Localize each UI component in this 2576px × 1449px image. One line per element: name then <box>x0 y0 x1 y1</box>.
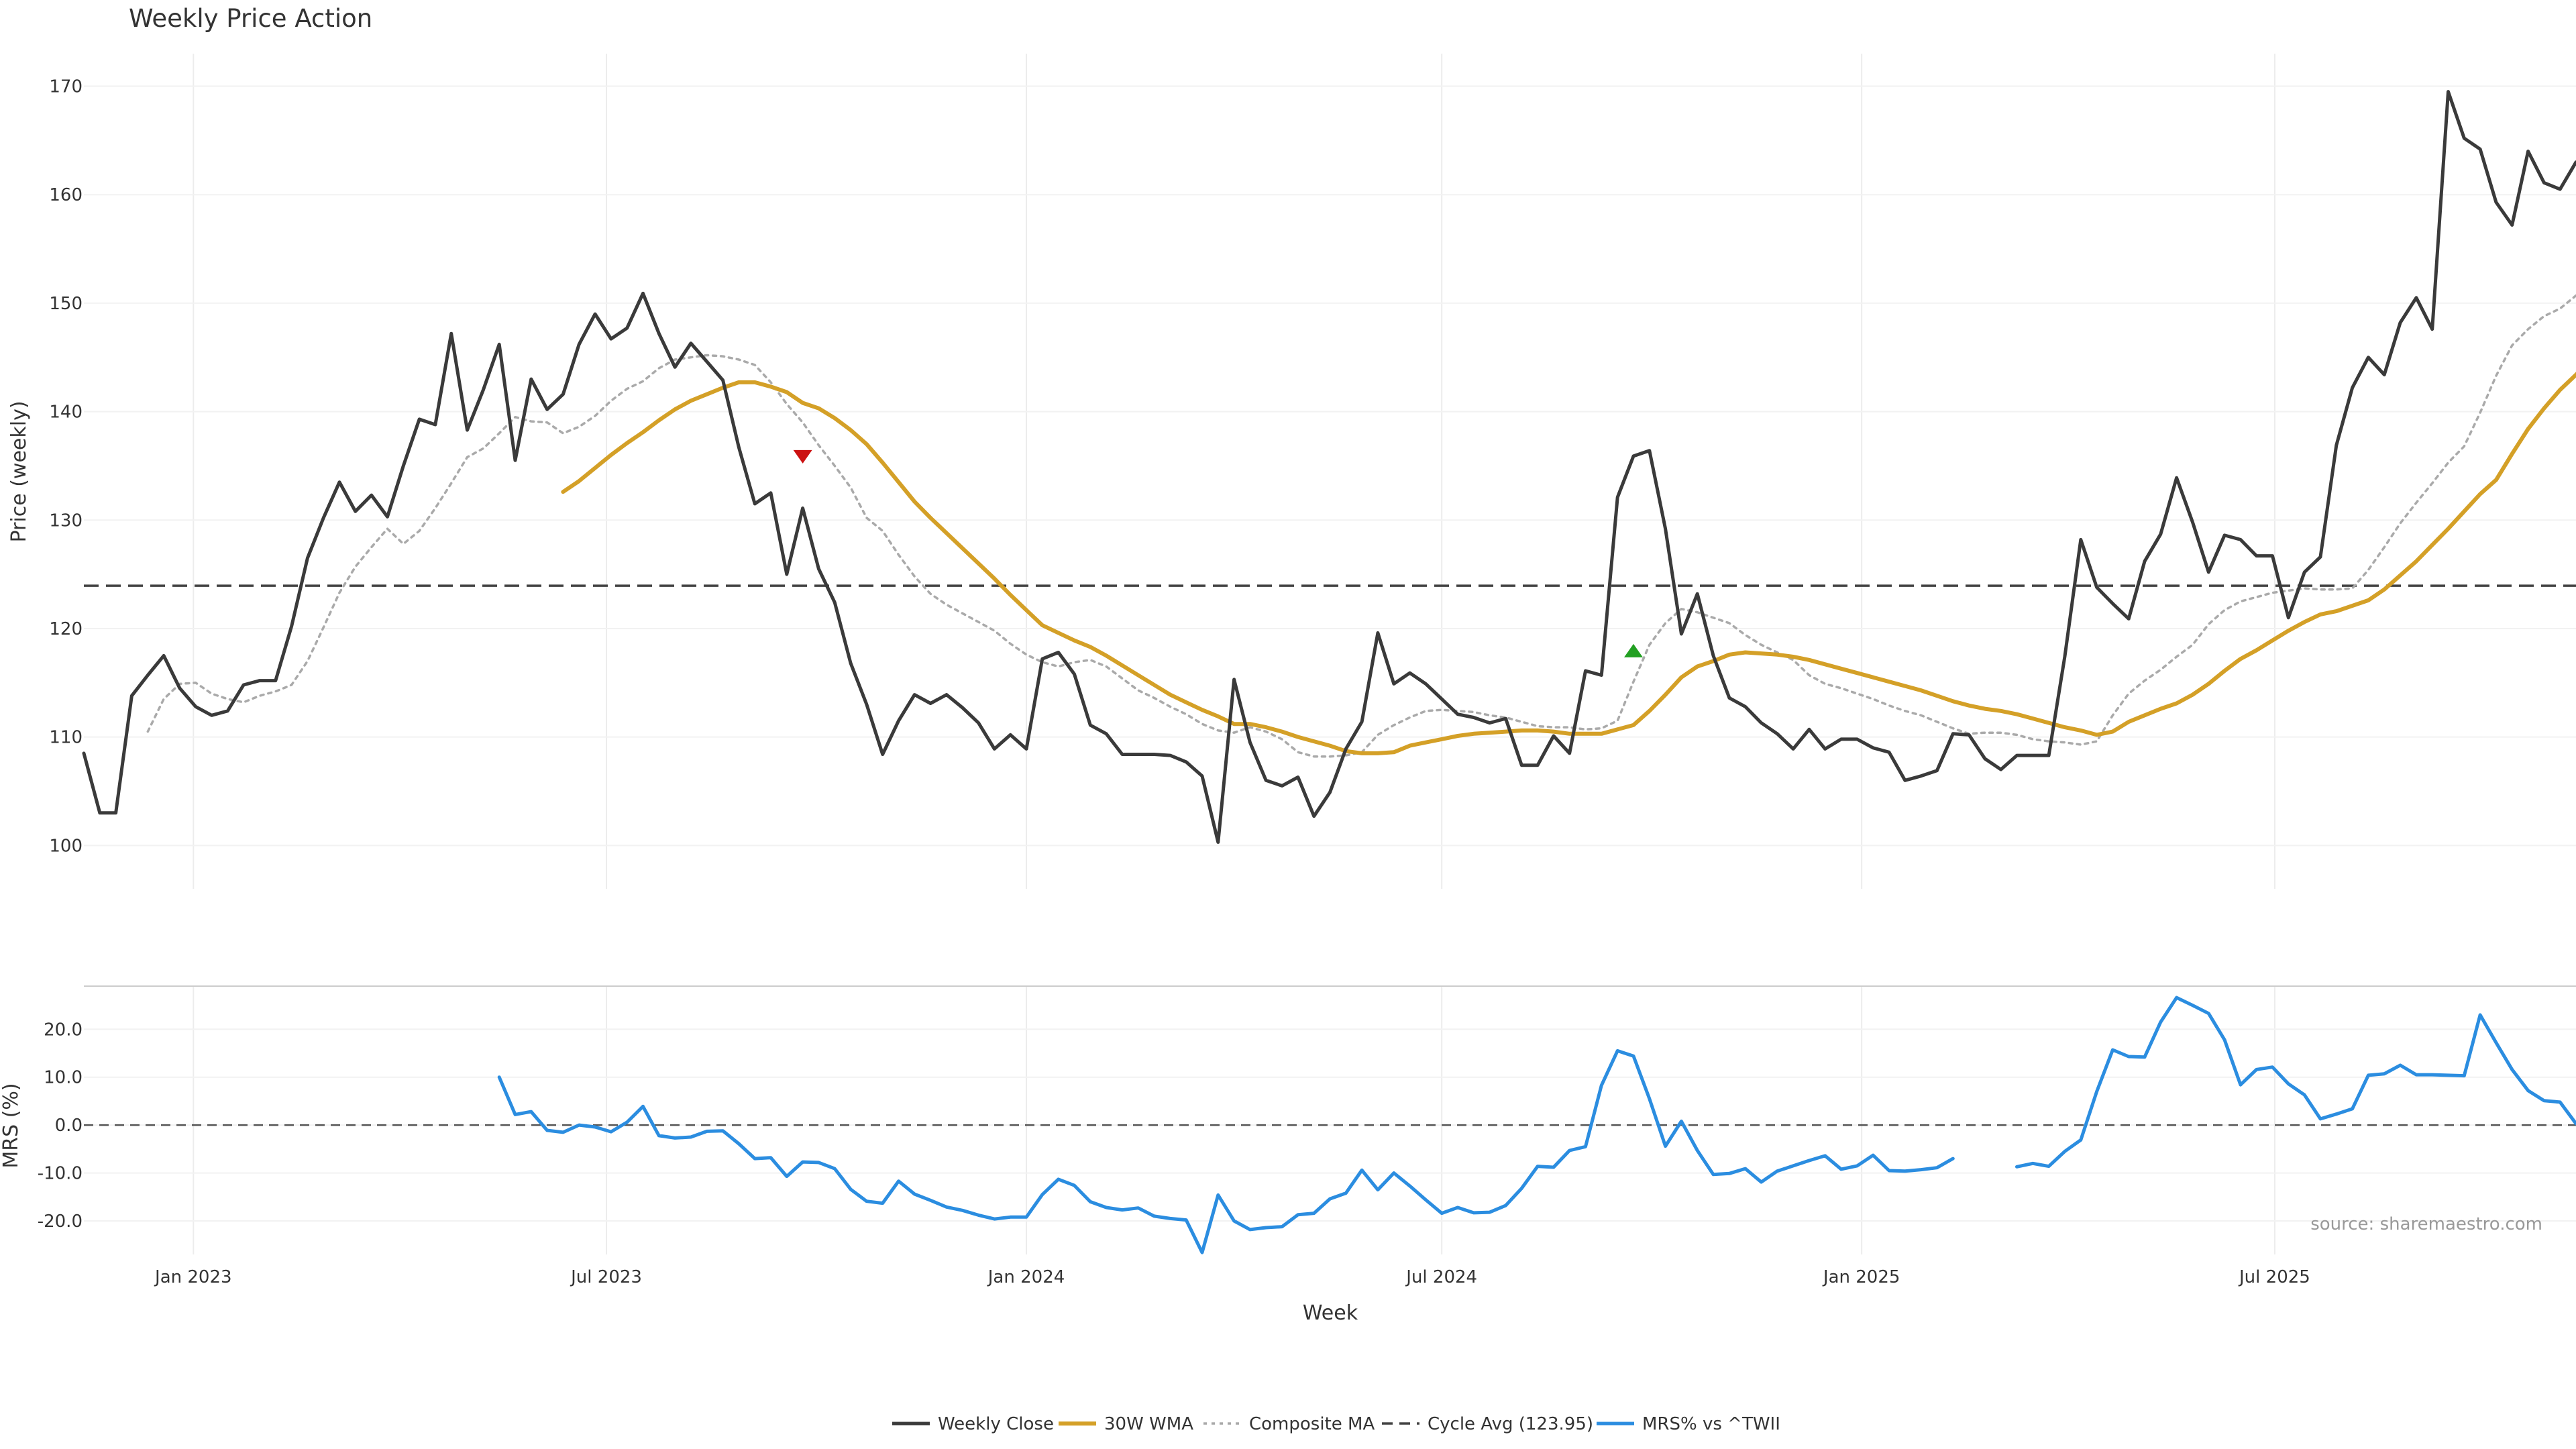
x-tick-label: Jan 2025 <box>1822 1267 1900 1287</box>
mrs-lines <box>84 996 2576 1254</box>
x-tick-label: Jul 2024 <box>1405 1267 1477 1287</box>
mrs-y-axis: 20.0 10.0 0.0 -10.0 -20.0 <box>38 1020 83 1232</box>
price-lines <box>82 90 2576 844</box>
x-axis: Jan 2023 Jul 2023 Jan 2024 Jul 2024 Jan 2025… <box>154 1267 2310 1287</box>
price-y-axis: 100 110 120 130 140 150 160 170 <box>49 77 83 857</box>
x-tick-label: Jan 2023 <box>154 1267 232 1287</box>
legend-label-mrs-vs-twii: MRS% vs ^TWII <box>1642 1414 1780 1434</box>
legend-label-cycle-avg-123-95: Cycle Avg (123.95) <box>1428 1414 1593 1434</box>
mrs-y-tick-label: 20.0 <box>44 1020 83 1040</box>
price-y-tick-label: 170 <box>49 77 83 97</box>
mrs-y-tick-label: 0.0 <box>55 1116 83 1136</box>
series-line-composite-ma <box>146 294 2576 758</box>
price-grid <box>84 54 2576 889</box>
legend: Weekly Close 30W WMA Composite MA Cycle Avg… <box>892 1414 1780 1434</box>
series-line-mrs-vs-twii <box>497 996 2576 1254</box>
price-y-axis-title: Price (weekly) <box>7 400 31 542</box>
chart-title: Weekly Price Action <box>129 4 372 33</box>
x-axis-title: Week <box>1303 1301 1358 1325</box>
source-note: source: sharemaestro.com <box>2310 1214 2542 1234</box>
x-tick-label: Jan 2024 <box>987 1267 1065 1287</box>
mrs-y-tick-label: 10.0 <box>44 1068 83 1088</box>
mrs-y-axis-title: MRS (%) <box>0 1083 23 1168</box>
price-y-tick-label: 160 <box>49 185 83 205</box>
mrs-grid <box>84 986 2576 1254</box>
series-line-30w-wma <box>561 372 2576 755</box>
series-line-weekly-close <box>82 90 2576 844</box>
price-y-tick-label: 150 <box>49 294 83 314</box>
buy-signal-marker <box>1623 643 1643 657</box>
x-tick-label: Jul 2025 <box>2238 1267 2310 1287</box>
price-y-tick-label: 140 <box>49 402 83 423</box>
mrs-y-tick-label: -20.0 <box>38 1212 83 1232</box>
legend-label-composite-ma: Composite MA <box>1249 1414 1375 1434</box>
price-y-tick-label: 130 <box>49 511 83 531</box>
legend-label-weekly-close: Weekly Close <box>938 1414 1054 1434</box>
price-y-tick-label: 120 <box>49 619 83 639</box>
sell-signal-marker <box>793 449 812 464</box>
x-tick-label: Jul 2023 <box>570 1267 642 1287</box>
price-y-tick-label: 100 <box>49 836 83 856</box>
legend-label-30w-wma: 30W WMA <box>1104 1414 1193 1434</box>
price-y-tick-label: 110 <box>49 728 83 748</box>
mrs-y-tick-label: -10.0 <box>38 1164 83 1184</box>
